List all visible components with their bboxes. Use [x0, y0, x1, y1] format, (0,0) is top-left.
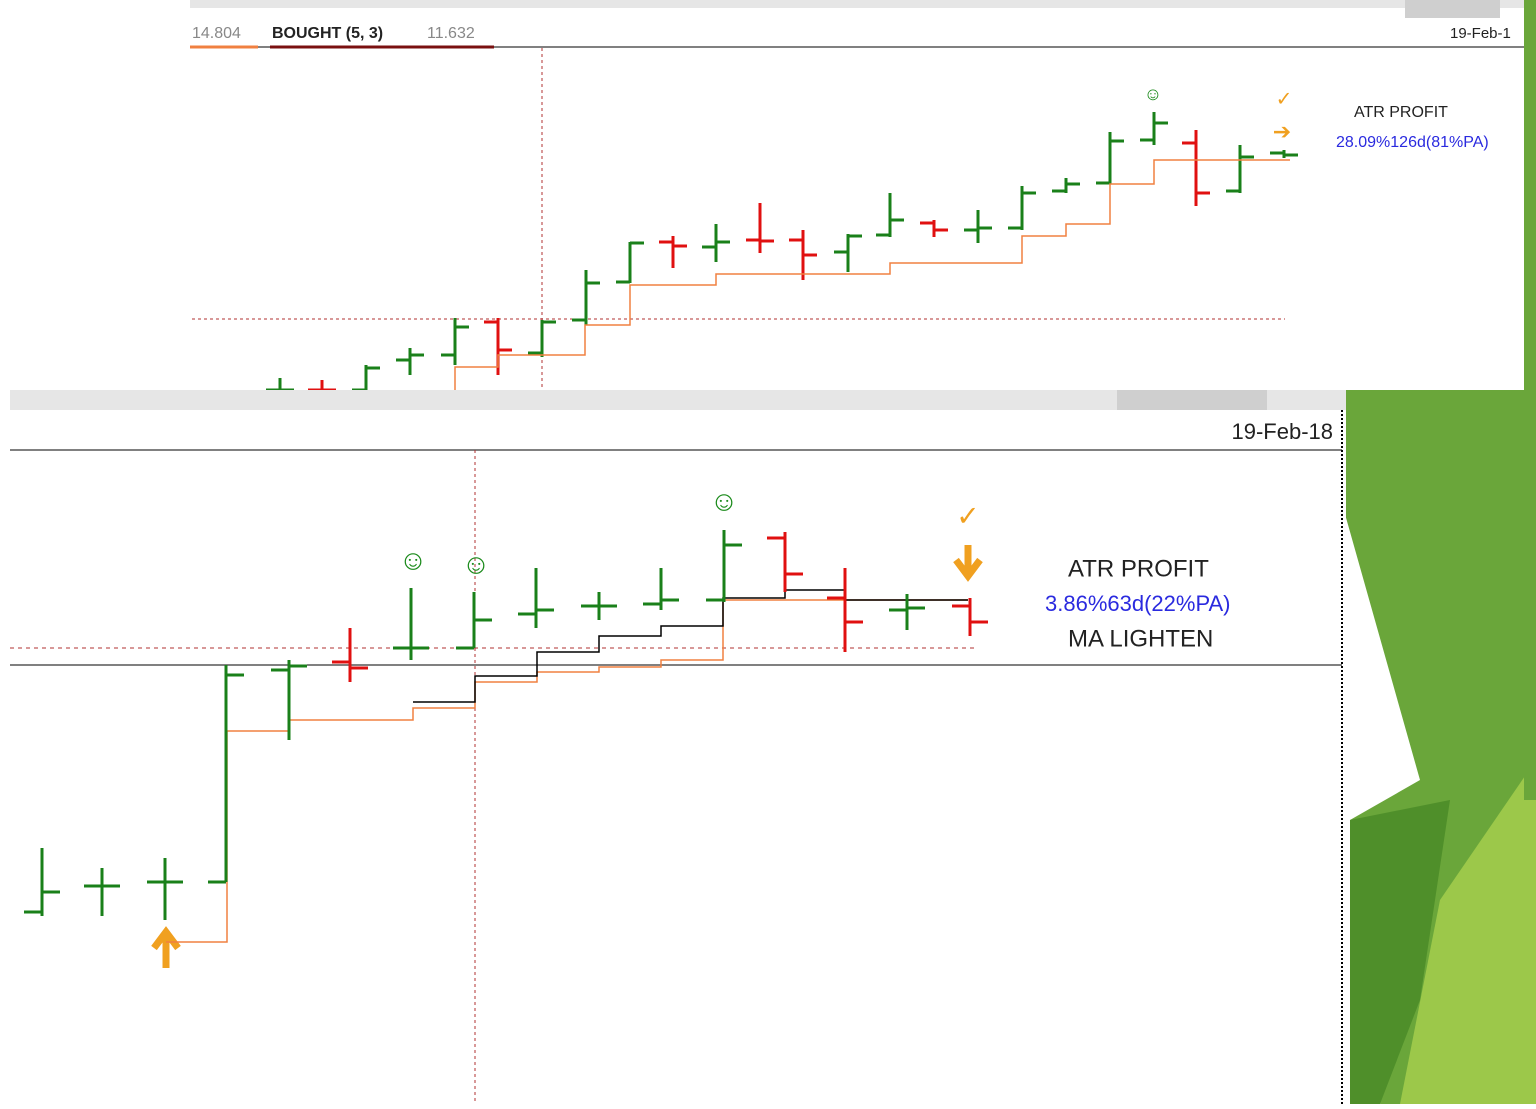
moving-average-line [413, 589, 968, 703]
annotation-result: 28.09%126d(81%PA) [1336, 134, 1489, 151]
smiley-icon: ☺ [399, 544, 428, 575]
top-window: 14.804 BOUGHT (5, 3) 11.632 19-Feb-1 ATR… [190, 0, 1524, 392]
ohlc-bar [528, 320, 556, 357]
ohlc-bar [581, 592, 617, 620]
ohlc-bar [702, 224, 730, 262]
ohlc-bar [876, 193, 904, 237]
ohlc-bar [789, 230, 817, 280]
check-icon: ✓ [956, 500, 979, 531]
annotation-result: 3.86%63d(22%PA) [1045, 591, 1231, 616]
ohlc-bar [659, 236, 687, 268]
ohlc-bar [952, 598, 988, 636]
price-bars [266, 112, 1298, 392]
ohlc-bar [271, 660, 307, 740]
ohlc-bar [1096, 132, 1124, 185]
ohlc-bar [1008, 186, 1036, 230]
date-label: 19-Feb-1 [1450, 25, 1511, 42]
ohlc-bar [1270, 150, 1298, 158]
arrow-icon: ➔ [1273, 119, 1291, 144]
ohlc-bar [208, 665, 244, 884]
trailing-stop-line [166, 599, 968, 943]
sell-arrow [953, 545, 983, 582]
ohlc-bar [1052, 178, 1080, 193]
ohlc-bar [889, 594, 925, 630]
ohlc-bar [1182, 130, 1210, 206]
ohlc-bar [24, 848, 60, 916]
ohlc-bar [767, 532, 803, 592]
legend-label: BOUGHT (5, 3) [272, 25, 383, 42]
ohlc-bar [441, 318, 469, 365]
check-icon: ✓ [1276, 88, 1293, 110]
ohlc-bar [827, 568, 863, 652]
ohlc-bar [706, 530, 742, 602]
ohlc-bar [393, 588, 429, 660]
ohlc-bar [518, 568, 554, 628]
smiley-icon: ☺ [710, 485, 739, 516]
annotation-title: ATR PROFIT [1354, 104, 1448, 121]
annotation-title: ATR PROFIT [1068, 555, 1209, 582]
smiley-icon: ☺ [462, 548, 491, 579]
trailing-stop-line [454, 159, 1290, 390]
ohlc-bar [396, 348, 424, 375]
price-bars [24, 530, 988, 920]
ohlc-bar [572, 270, 600, 325]
ohlc-bar [332, 628, 368, 682]
ohlc-bar [456, 592, 492, 650]
ohlc-bar [84, 868, 120, 916]
bottom-window: 19-Feb-18 ATR PROFIT 3.86%63d(22%PA) MA … [10, 390, 1346, 1104]
date-label: 19-Feb-18 [1231, 419, 1333, 444]
ohlc-bar [834, 234, 862, 272]
legend-value: 11.632 [427, 25, 475, 42]
annotation-note: MA LIGHTEN [1068, 625, 1213, 652]
smiley-icon: ☺ [1144, 84, 1162, 104]
ohlc-bar [964, 210, 992, 243]
ohlc-bar [147, 858, 183, 920]
ohlc-bar [1140, 112, 1168, 145]
ohlc-bar [920, 220, 948, 237]
ohlc-bar [1226, 145, 1254, 193]
ohlc-bar [643, 568, 679, 610]
ohlc-bar [746, 203, 774, 253]
ohlc-bar [616, 241, 644, 284]
legend-value: 14.804 [192, 25, 241, 42]
